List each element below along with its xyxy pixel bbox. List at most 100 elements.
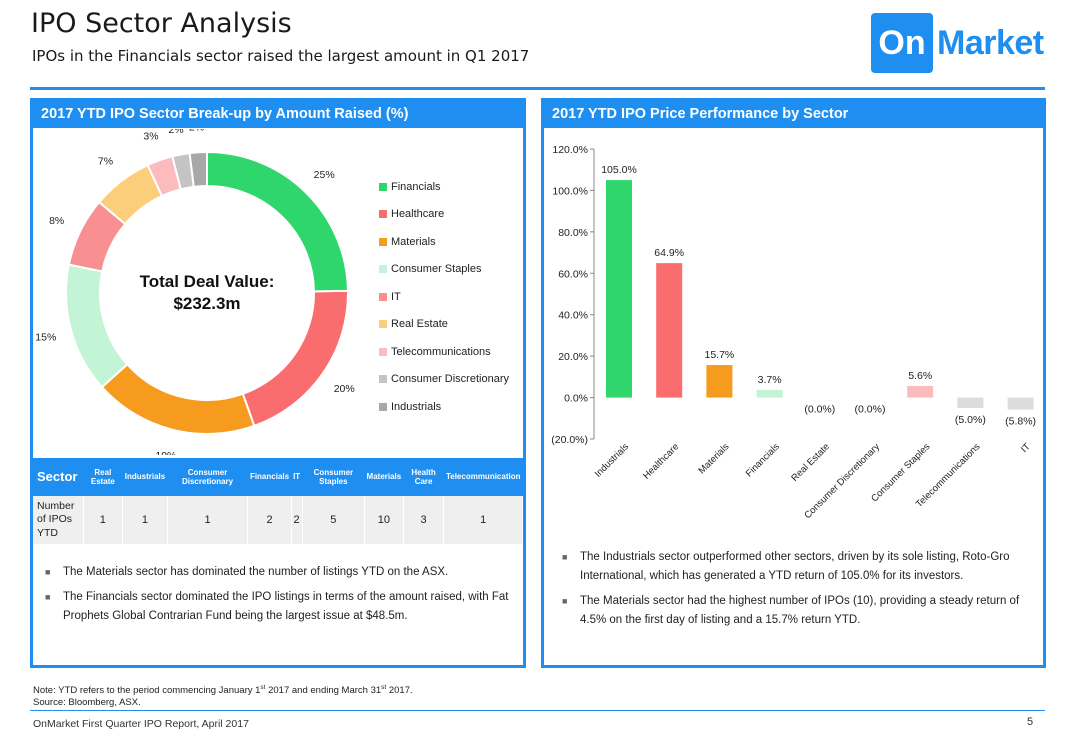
y-tick-label: 100.0%	[552, 185, 588, 197]
legend-item: Financials	[379, 173, 509, 201]
legend-swatch	[379, 402, 387, 411]
donut-slice	[65, 263, 129, 389]
footnote-sup: st	[260, 684, 266, 691]
legend-swatch	[379, 320, 387, 329]
legend-label: Financials	[391, 180, 441, 193]
page-number: 5	[1027, 716, 1034, 728]
legend-item: IT	[379, 283, 509, 311]
donut-slice-label: 3%	[143, 131, 158, 143]
bullet-text: The Materials sector had the highest num…	[580, 595, 1020, 626]
bar	[706, 365, 733, 398]
bar-data-label: (5.0%)	[955, 414, 986, 426]
legend-label: Telecommunications	[391, 345, 491, 358]
table-header-cell: Financials	[247, 458, 292, 496]
legend-label: Consumer Staples	[391, 263, 482, 276]
donut-legend: Financials Healthcare Materials Consumer St…	[379, 173, 509, 421]
table-header-sector: Sector	[33, 458, 83, 496]
bar	[907, 385, 934, 398]
donut-center-value: $232.3m	[173, 294, 240, 313]
table-cell: 3	[403, 496, 445, 544]
legend-label: Real Estate	[391, 318, 448, 331]
legend-item: Consumer Discretionary	[379, 366, 509, 394]
bullet-item: ■ The Industrials sector outperformed oth…	[562, 548, 1032, 586]
y-tick-label: 20.0%	[558, 351, 588, 363]
source-line: Source: Bloomberg, ASX.	[33, 697, 141, 709]
legend-swatch	[379, 375, 387, 384]
bar-data-label: 105.0%	[601, 164, 637, 176]
bullet-text: The Materials sector has dominated the n…	[63, 566, 449, 578]
bar-chart: 120.0% 100.0% 80.0% 60.0% 40.0% 20.0% 0.0% (20.…	[551, 144, 1036, 521]
bar	[656, 263, 683, 398]
bar-data-label: 5.6%	[908, 370, 932, 382]
legend-item: Real Estate	[379, 311, 509, 339]
donut-slice-label: 19%	[155, 450, 176, 455]
table-header-cell: IT	[291, 458, 303, 496]
legend-swatch	[379, 292, 387, 301]
donut-slice-label: 2%	[189, 129, 204, 133]
legend-label: IT	[391, 290, 401, 303]
price-performance-panel: 2017 YTD IPO Price Performance by Sector…	[541, 98, 1046, 668]
logo-market: Market	[937, 23, 1044, 62]
ipo-count-table: Sector Real Estate Industrials Consumer Di…	[33, 458, 523, 544]
bar-data-label: (0.0%)	[804, 404, 835, 416]
table-cell: 2	[291, 496, 303, 544]
bar-data-label: 15.7%	[705, 349, 735, 361]
table-header-cell: Health Care	[403, 458, 444, 496]
x-category-label: Real Estate	[789, 441, 832, 484]
table-cell: 1	[122, 496, 168, 544]
onmarket-logo: On Market	[871, 13, 1044, 73]
donut-slice-label: 20%	[334, 383, 355, 395]
donut-slice	[241, 289, 349, 428]
table-header-cell: Consumer Staples	[302, 458, 365, 496]
top-divider	[30, 87, 1045, 90]
price-performance-title: 2017 YTD IPO Price Performance by Sector	[544, 101, 1043, 128]
footnote-line-1: Note: YTD refers to the period commencin…	[33, 682, 413, 697]
table-row: Number of IPOs YTD 1 1 1 2 2 5 10 3 1	[33, 496, 523, 544]
bar	[606, 180, 632, 398]
donut-slice	[100, 363, 256, 435]
table-cell: 1	[167, 496, 249, 544]
y-tick-label: (20.0%)	[551, 434, 588, 446]
donut-slice	[67, 200, 127, 273]
x-category-label: Industrials	[593, 441, 632, 480]
bullet-item: ■ The Financials sector dominated the IPO…	[45, 588, 515, 626]
legend-label: Materials	[391, 235, 436, 248]
table-cell: 1	[443, 496, 523, 544]
bullet-icon: ■	[562, 596, 568, 606]
y-tick-label: 40.0%	[558, 310, 588, 322]
footnote-text: Note: YTD refers to the period commencin…	[33, 685, 261, 697]
donut-slice	[97, 163, 164, 226]
sector-breakup-panel: 2017 YTD IPO Sector Break-up by Amount R…	[30, 98, 526, 668]
legend-swatch	[379, 210, 387, 219]
bullet-item: ■ The Materials sector had the highest nu…	[562, 592, 1032, 630]
legend-swatch	[379, 182, 387, 191]
y-tick-label: 120.0%	[552, 144, 588, 156]
table-header-cell: Materials	[364, 458, 404, 496]
legend-swatch	[379, 237, 387, 246]
footnote-text: 2017 and ending March 31	[265, 685, 382, 697]
table-cell: 2	[247, 496, 292, 544]
bullet-icon: ■	[45, 592, 51, 602]
bottom-divider	[30, 710, 1045, 711]
legend-swatch	[379, 347, 387, 356]
donut-slice-label: 8%	[49, 215, 64, 227]
bar-data-label: 3.7%	[758, 374, 782, 386]
legend-item: Industrials	[379, 393, 509, 421]
donut-slice-label: 2%	[168, 129, 183, 136]
donut-slice	[171, 151, 195, 191]
bar-data-label: 64.9%	[654, 247, 684, 259]
x-category-label: Healthcare	[641, 441, 681, 481]
donut-slice	[206, 150, 349, 293]
table-header-cell: Telecommunication	[443, 458, 523, 496]
legend-label: Industrials	[391, 400, 442, 413]
legend-label: Healthcare	[391, 208, 445, 221]
bullet-icon: ■	[45, 567, 51, 577]
bar	[1007, 397, 1034, 410]
legend-item: Consumer Staples	[379, 256, 509, 284]
bullet-text: The Industrials sector outperformed othe…	[580, 551, 1010, 582]
page-title: IPO Sector Analysis	[31, 8, 292, 39]
legend-item: Healthcare	[379, 201, 509, 229]
x-category-label: Materials	[696, 441, 731, 476]
bar-data-label: (5.8%)	[1005, 416, 1036, 428]
legend-item: Telecommunications	[379, 338, 509, 366]
